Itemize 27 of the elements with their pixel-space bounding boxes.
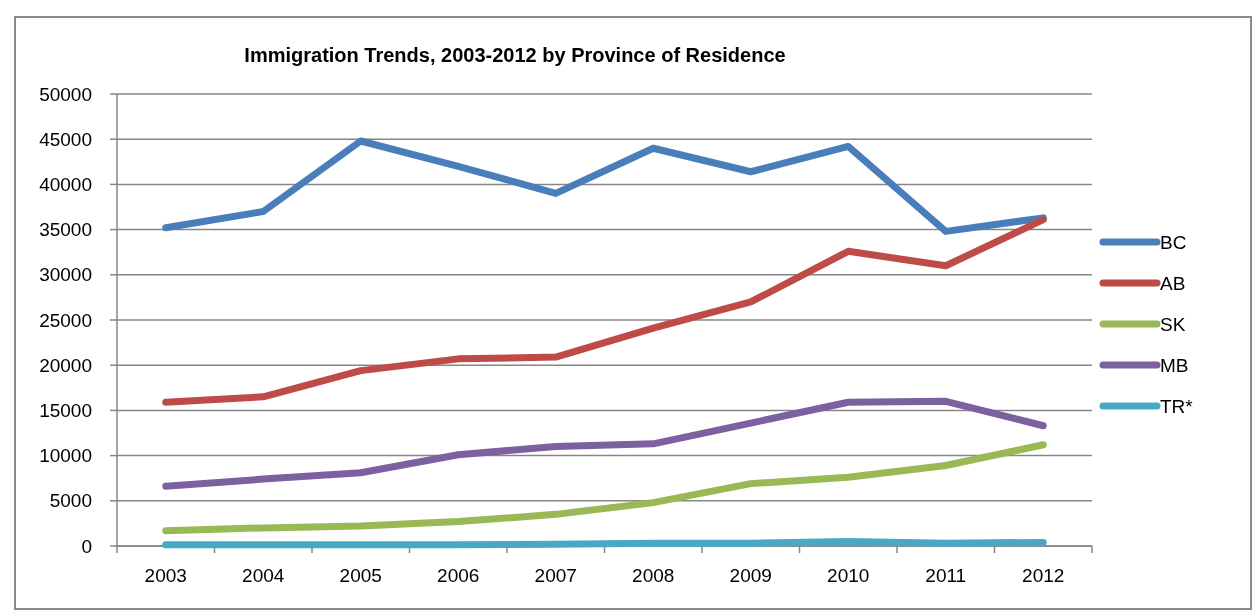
y-tick-label: 10000 (39, 445, 92, 467)
x-tick-label: 2009 (729, 565, 772, 586)
y-tick-label: 15000 (39, 400, 92, 422)
x-tick-label: 2011 (925, 565, 967, 586)
legend-label: AB (1160, 272, 1186, 294)
chart-title: Immigration Trends, 2003-2012 by Province of Residence (244, 44, 786, 66)
x-tick-label: 2003 (144, 565, 187, 586)
y-tick-label: 25000 (39, 309, 92, 331)
y-tick-label: 5000 (49, 490, 92, 512)
x-tick-label: 2005 (339, 565, 382, 586)
y-tick-label: 30000 (39, 264, 92, 286)
y-tick-label: 0 (81, 535, 92, 557)
y-tick-label: 20000 (39, 354, 92, 376)
y-tick-label: 35000 (39, 219, 92, 241)
x-tick-label: 2010 (827, 565, 870, 586)
y-tick-label: 45000 (39, 128, 92, 150)
x-tick-label: 2012 (1022, 565, 1065, 586)
legend-label: TR* (1160, 395, 1194, 417)
legend-label: MB (1160, 354, 1189, 376)
x-tick-label: 2006 (437, 565, 480, 586)
x-tick-label: 2007 (534, 565, 577, 586)
y-tick-label: 50000 (39, 83, 92, 105)
x-tick-label: 2008 (632, 565, 675, 586)
x-tick-label: 2004 (242, 565, 285, 586)
y-tick-label: 40000 (39, 174, 92, 196)
legend-label: BC (1160, 231, 1187, 253)
legend-label: SK (1160, 313, 1186, 335)
